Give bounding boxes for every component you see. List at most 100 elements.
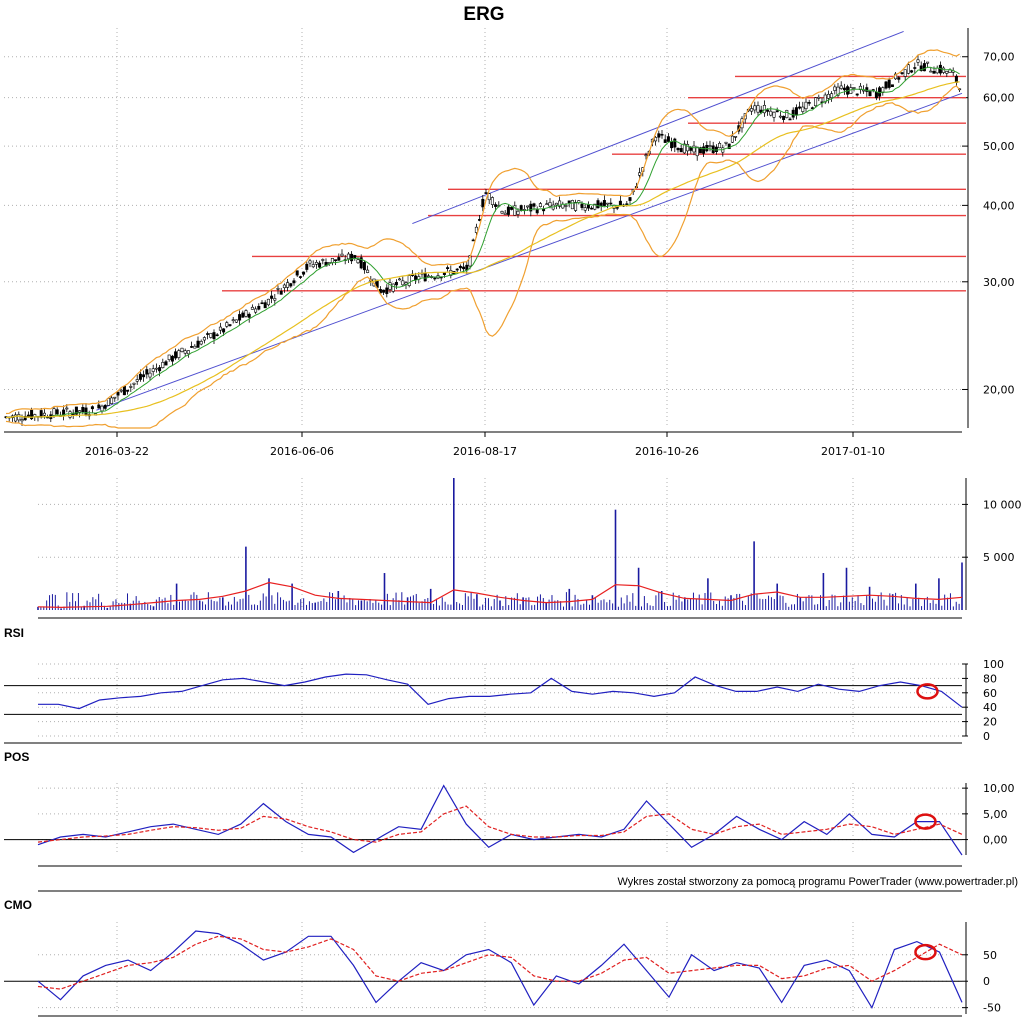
- candle-body: [247, 313, 251, 318]
- moving-average-long-line: [5, 81, 960, 419]
- footer-credit: Wykres został stworzony za pomocą progra…: [617, 876, 1018, 888]
- candle-body: [193, 345, 197, 349]
- price-y-tick-label: 70,00: [983, 51, 1015, 64]
- candle-body: [606, 202, 610, 205]
- candle-body: [455, 268, 459, 271]
- candle-body: [798, 106, 802, 109]
- cmo-y-tick-label: 0: [983, 975, 990, 988]
- price-y-tick-label: 20,00: [983, 383, 1015, 396]
- candle-body: [340, 253, 344, 257]
- candle-body: [922, 63, 926, 72]
- candle-body: [446, 267, 450, 269]
- cmo-panel: CMO -50 0 50: [4, 898, 1001, 1017]
- candle-body: [833, 86, 837, 91]
- price-y-tick-label: 50,00: [983, 140, 1015, 153]
- candle-body: [330, 258, 334, 263]
- candle-body: [782, 115, 786, 120]
- candle-body: [119, 389, 123, 392]
- candle-body: [458, 265, 462, 269]
- candle-body: [164, 361, 168, 366]
- candle-body: [698, 147, 702, 154]
- candle-body: [772, 111, 776, 118]
- candle-body: [807, 102, 811, 104]
- candle-body: [426, 275, 430, 278]
- candle-body: [474, 226, 478, 233]
- rsi-panel-label: RSI: [4, 626, 24, 640]
- candle-body: [942, 67, 946, 73]
- candle-body: [391, 283, 395, 292]
- candle-body: [734, 135, 738, 138]
- candle-body: [206, 333, 210, 335]
- candle-body: [583, 207, 587, 211]
- candle-body: [478, 218, 482, 221]
- candle-body: [913, 67, 917, 69]
- price-y-tick-label: 40,00: [983, 199, 1015, 212]
- volume-y-tick-label: 10 000: [983, 498, 1022, 511]
- candle-body: [900, 72, 904, 74]
- candle-body: [398, 278, 402, 281]
- rsi-highlight-circle: [916, 683, 939, 700]
- candle-body: [84, 407, 88, 416]
- candle-body: [705, 144, 709, 152]
- candle-body: [814, 97, 818, 107]
- price-x-tick-label: 2016-08-17: [453, 445, 517, 458]
- rsi-y-tick-label: 20: [983, 716, 997, 729]
- pos-y-tick-label: 0,00: [983, 834, 1008, 847]
- pos-panel: POS 0,00 5,00 10,00: [4, 750, 1015, 856]
- candle-body: [74, 406, 78, 415]
- candle-body: [628, 197, 632, 201]
- candle-body: [762, 104, 766, 114]
- rsi-y-tick-label: 40: [983, 701, 997, 714]
- candle-body: [580, 203, 584, 208]
- candle-body: [599, 202, 603, 206]
- candle-body: [881, 87, 885, 93]
- candle-body: [116, 391, 120, 396]
- candle-body: [916, 59, 920, 63]
- candle-body: [558, 200, 562, 207]
- candle-body: [385, 287, 389, 294]
- rsi-y-tick-label: 0: [983, 730, 990, 743]
- candle-body: [362, 262, 366, 271]
- candle-body: [567, 200, 571, 204]
- candle-body: [503, 212, 507, 215]
- cmo-panel-label: CMO: [4, 898, 32, 912]
- candle-body: [199, 341, 203, 345]
- candle-body: [462, 266, 466, 270]
- candle-body: [257, 305, 261, 310]
- candle-body: [215, 334, 219, 337]
- candle-body: [177, 350, 181, 358]
- candle-body: [222, 328, 226, 333]
- candle-body: [778, 115, 782, 118]
- candle-body: [321, 259, 325, 261]
- candle-body: [324, 262, 328, 267]
- candle-body: [97, 404, 101, 409]
- candle-body: [231, 319, 235, 322]
- candle-body: [110, 397, 114, 404]
- candle-body: [132, 382, 136, 385]
- candle-body: [234, 319, 238, 323]
- candle-body: [359, 257, 363, 269]
- candle-body: [791, 109, 795, 118]
- candle-body: [241, 312, 245, 318]
- candle-body: [260, 302, 264, 305]
- candle-body: [55, 409, 59, 415]
- candle-body: [750, 108, 754, 112]
- candle-body: [183, 350, 187, 354]
- candle-body: [414, 275, 418, 280]
- candle-body: [135, 379, 139, 382]
- candle-body: [490, 197, 494, 205]
- candle-body: [276, 288, 280, 290]
- candle-body: [282, 284, 286, 289]
- pos-main-line: [37, 784, 963, 856]
- candle-body: [810, 107, 814, 109]
- candle-body: [708, 145, 712, 147]
- candle-body: [26, 414, 30, 417]
- candle-body: [145, 369, 149, 375]
- candle-body: [42, 412, 46, 416]
- bollinger-lower-line: [5, 85, 961, 429]
- candle-body: [270, 295, 274, 299]
- candle-body: [449, 270, 453, 276]
- candle-body: [122, 385, 126, 396]
- candle-body: [785, 110, 789, 118]
